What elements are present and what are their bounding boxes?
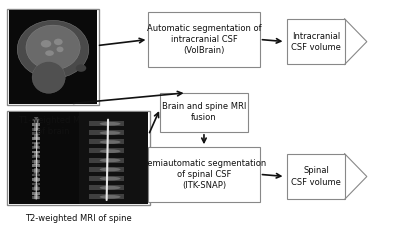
Bar bbox=[89, 185, 124, 190]
Bar bbox=[32, 142, 40, 144]
Bar bbox=[160, 93, 248, 132]
Bar bbox=[148, 12, 260, 67]
Bar bbox=[32, 196, 40, 199]
Text: Semiautomatic segmentation
of spinal CSF
(ITK-SNAP): Semiautomatic segmentation of spinal CSF… bbox=[142, 159, 266, 190]
Text: T2-weighted MRI of spine: T2-weighted MRI of spine bbox=[26, 214, 132, 223]
Ellipse shape bbox=[26, 25, 80, 70]
Bar bbox=[32, 169, 40, 172]
Bar bbox=[7, 9, 99, 105]
Polygon shape bbox=[34, 168, 39, 174]
Ellipse shape bbox=[100, 168, 120, 171]
Polygon shape bbox=[34, 194, 39, 199]
Text: Spinal
CSF volume: Spinal CSF volume bbox=[291, 166, 341, 187]
Bar bbox=[32, 133, 40, 135]
Ellipse shape bbox=[45, 50, 54, 56]
Ellipse shape bbox=[41, 40, 51, 47]
Ellipse shape bbox=[100, 149, 120, 153]
Bar bbox=[89, 130, 124, 135]
Bar bbox=[9, 10, 97, 104]
Polygon shape bbox=[34, 117, 39, 123]
Text: Automatic segmentation of
intracranial CSF
(VolBrain): Automatic segmentation of intracranial C… bbox=[147, 24, 261, 55]
Ellipse shape bbox=[76, 64, 86, 72]
Text: T1-weighted MRI
of brain: T1-weighted MRI of brain bbox=[18, 116, 88, 136]
Bar bbox=[89, 167, 124, 172]
Bar bbox=[32, 151, 40, 153]
Ellipse shape bbox=[100, 122, 120, 126]
Bar bbox=[89, 139, 124, 144]
Bar bbox=[7, 111, 150, 205]
Bar bbox=[79, 112, 148, 204]
Ellipse shape bbox=[32, 62, 65, 93]
Bar bbox=[32, 119, 40, 122]
Bar bbox=[287, 154, 344, 199]
Ellipse shape bbox=[100, 140, 120, 144]
Bar bbox=[32, 160, 40, 163]
Bar bbox=[89, 121, 124, 126]
Polygon shape bbox=[34, 185, 39, 191]
Bar bbox=[89, 194, 124, 199]
Ellipse shape bbox=[100, 158, 120, 162]
Bar bbox=[32, 146, 40, 149]
Bar bbox=[32, 123, 40, 126]
Ellipse shape bbox=[100, 131, 120, 135]
Bar bbox=[89, 148, 124, 153]
Ellipse shape bbox=[17, 20, 89, 78]
Bar bbox=[32, 173, 40, 176]
Bar bbox=[32, 178, 40, 181]
Bar bbox=[32, 183, 40, 185]
Polygon shape bbox=[34, 160, 39, 165]
Bar bbox=[32, 128, 40, 131]
Polygon shape bbox=[34, 177, 39, 182]
Ellipse shape bbox=[100, 177, 120, 180]
Polygon shape bbox=[34, 134, 39, 140]
Bar bbox=[32, 164, 40, 167]
Ellipse shape bbox=[100, 186, 120, 189]
Bar bbox=[148, 147, 260, 202]
Polygon shape bbox=[34, 143, 39, 148]
Bar bbox=[32, 137, 40, 140]
Bar bbox=[32, 192, 40, 195]
Bar bbox=[89, 158, 124, 163]
Polygon shape bbox=[34, 151, 39, 157]
Text: Brain and spine MRI
fusion: Brain and spine MRI fusion bbox=[162, 102, 246, 122]
Text: Intracranial
CSF volume: Intracranial CSF volume bbox=[291, 32, 341, 52]
Polygon shape bbox=[34, 126, 39, 131]
Bar bbox=[287, 19, 344, 65]
Bar bbox=[9, 112, 148, 204]
Bar bbox=[32, 187, 40, 190]
Bar bbox=[89, 176, 124, 181]
Ellipse shape bbox=[54, 39, 63, 45]
Bar bbox=[32, 155, 40, 158]
Ellipse shape bbox=[56, 47, 64, 52]
Ellipse shape bbox=[100, 195, 120, 199]
